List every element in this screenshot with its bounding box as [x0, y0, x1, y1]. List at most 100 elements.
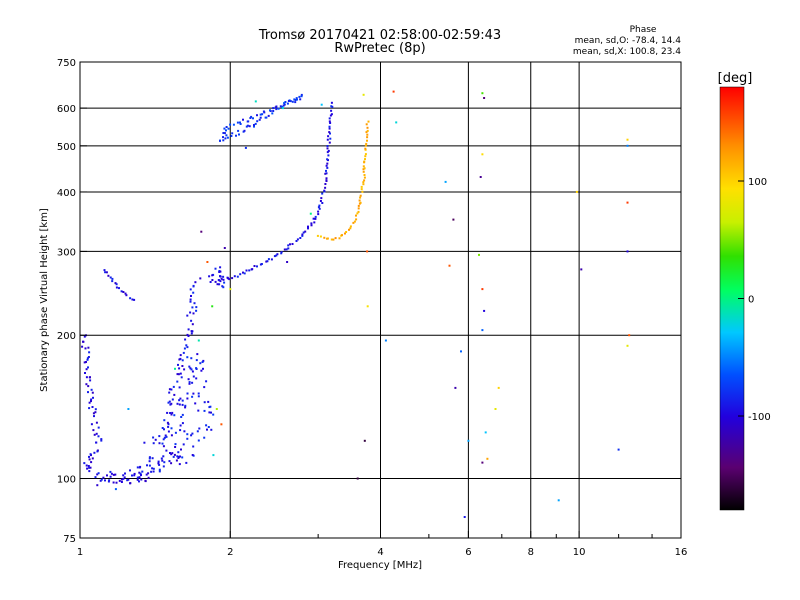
- data-point: [160, 457, 163, 460]
- data-point: [341, 234, 343, 237]
- data-point: [102, 476, 105, 479]
- data-point: [357, 207, 360, 210]
- data-point: [481, 329, 484, 332]
- data-point: [626, 144, 629, 147]
- data-point: [291, 243, 294, 245]
- data-point: [327, 135, 330, 138]
- data-point: [307, 227, 309, 230]
- data-point: [171, 398, 174, 401]
- data-point: [148, 457, 151, 460]
- data-point: [324, 183, 327, 185]
- data-point: [190, 357, 193, 360]
- data-point: [109, 470, 112, 473]
- x-tick-label: 8: [528, 547, 534, 558]
- data-point: [89, 379, 92, 382]
- data-point: [173, 393, 176, 396]
- data-point: [170, 453, 173, 456]
- data-point: [319, 235, 322, 238]
- data-point: [170, 434, 173, 437]
- data-point: [326, 145, 329, 147]
- data-point: [214, 267, 217, 270]
- data-point: [454, 386, 457, 389]
- data-point: [327, 149, 330, 152]
- data-point: [152, 442, 155, 445]
- data-point: [222, 275, 225, 278]
- data-point: [91, 406, 94, 408]
- data-point: [126, 479, 129, 482]
- data-point: [359, 196, 362, 199]
- data-point: [214, 280, 217, 283]
- data-point: [109, 475, 112, 478]
- data-point: [194, 402, 197, 405]
- data-point: [291, 100, 294, 103]
- data-point: [276, 253, 279, 256]
- data-point: [197, 339, 200, 342]
- data-point: [171, 452, 174, 455]
- data-point: [363, 439, 366, 442]
- data-point: [626, 344, 629, 347]
- data-point: [89, 453, 92, 456]
- data-point: [479, 176, 482, 178]
- data-point: [114, 282, 117, 285]
- data-point: [186, 314, 189, 317]
- data-point: [120, 481, 123, 483]
- data-point: [192, 392, 195, 395]
- data-point: [190, 332, 193, 335]
- data-point: [330, 101, 333, 104]
- data-point: [191, 381, 194, 384]
- data-point: [299, 237, 302, 239]
- data-point: [312, 217, 315, 220]
- data-point: [326, 158, 329, 161]
- data-point: [364, 147, 367, 150]
- data-point: [294, 99, 297, 101]
- data-point: [187, 328, 190, 331]
- data-point: [223, 247, 226, 249]
- data-point: [494, 408, 497, 410]
- data-point: [325, 179, 328, 182]
- data-point: [109, 276, 112, 279]
- x-tick-label: 4: [377, 547, 383, 558]
- data-point: [110, 472, 113, 475]
- data-point: [86, 357, 89, 360]
- data-point: [166, 411, 169, 414]
- data-point: [105, 271, 108, 274]
- data-point: [189, 298, 192, 301]
- data-point: [345, 231, 348, 233]
- data-point: [328, 141, 331, 144]
- data-point: [218, 271, 221, 273]
- data-point: [165, 449, 168, 452]
- data-point: [349, 225, 352, 228]
- data-point: [171, 411, 174, 414]
- data-point: [269, 109, 271, 112]
- data-point: [283, 248, 286, 251]
- data-point: [178, 403, 181, 406]
- data-point: [352, 221, 355, 224]
- data-point: [219, 275, 222, 278]
- data-point: [367, 120, 370, 123]
- data-point: [127, 408, 130, 410]
- data-point: [210, 428, 213, 431]
- data-point: [275, 254, 278, 257]
- data-point: [326, 147, 329, 150]
- data-point: [310, 224, 313, 227]
- data-point: [158, 468, 161, 471]
- data-point: [330, 109, 333, 112]
- data-point: [250, 115, 253, 118]
- data-point: [180, 448, 182, 451]
- data-point: [301, 234, 304, 237]
- data-point: [362, 183, 365, 186]
- data-point: [192, 375, 195, 378]
- data-point: [194, 281, 197, 284]
- data-point: [197, 439, 200, 442]
- data-point: [112, 481, 115, 484]
- data-point: [179, 354, 182, 357]
- data-point: [176, 402, 179, 405]
- data-point: [286, 261, 289, 263]
- data-point: [319, 200, 322, 202]
- data-point: [211, 305, 214, 308]
- data-point: [229, 288, 232, 291]
- data-point: [253, 125, 255, 128]
- data-point: [219, 139, 221, 142]
- data-point: [478, 253, 480, 256]
- data-point: [95, 432, 98, 435]
